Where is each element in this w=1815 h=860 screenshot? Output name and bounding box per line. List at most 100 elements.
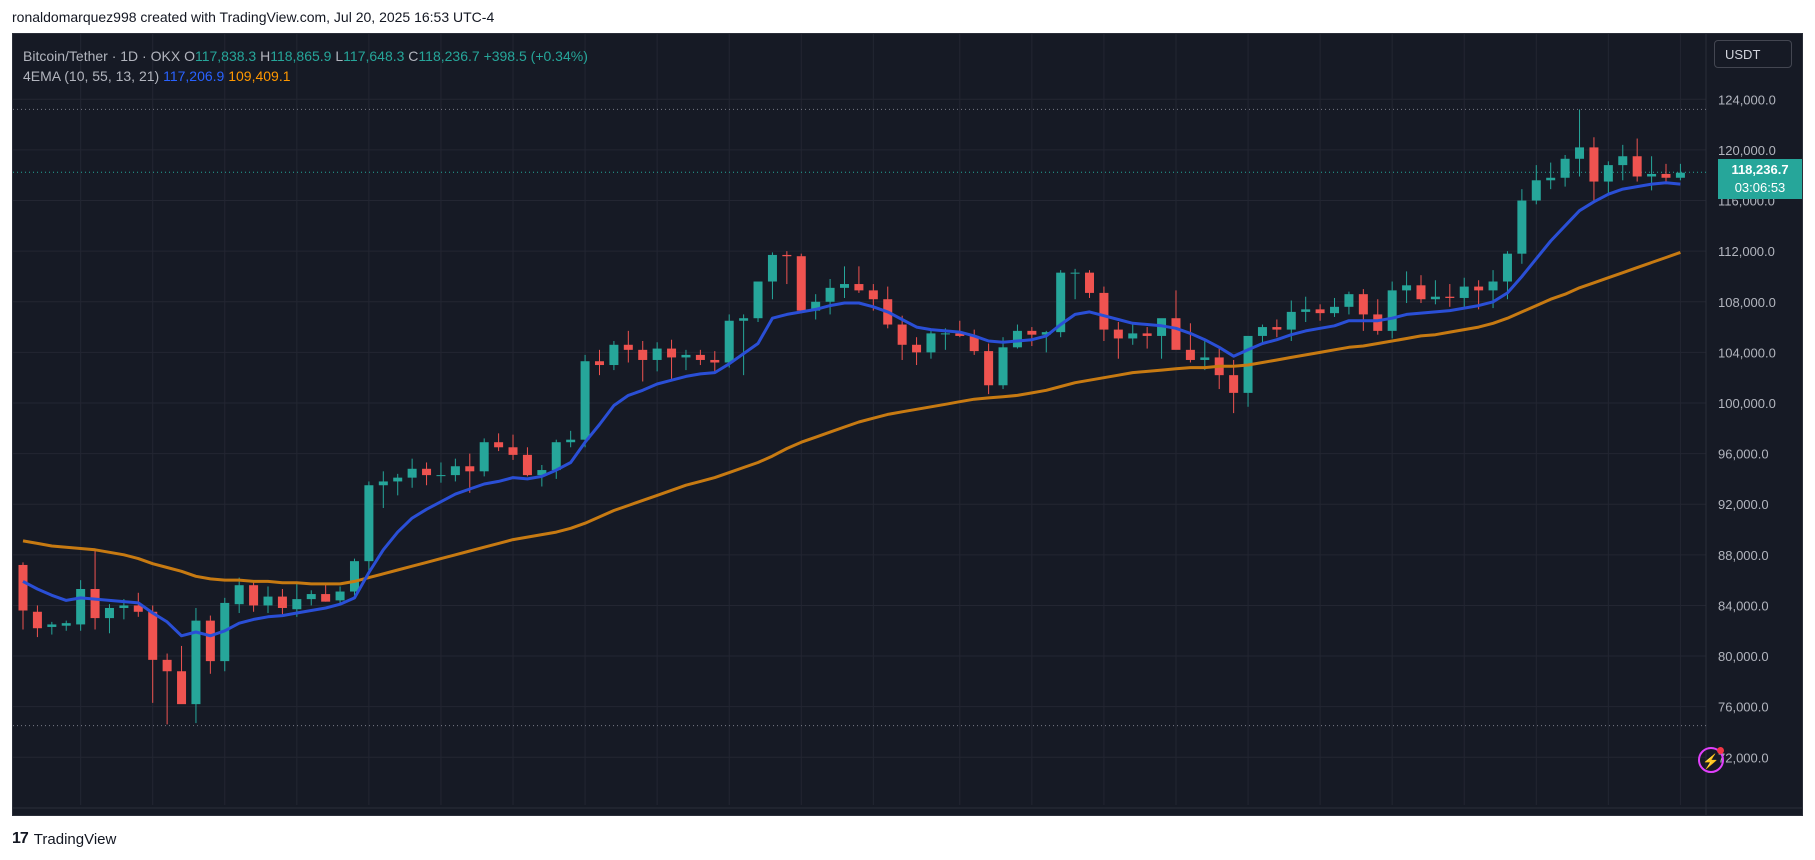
- candle-body: [1085, 272, 1095, 293]
- high-label: H: [260, 48, 271, 64]
- candle-body: [1502, 253, 1512, 282]
- close-value: 118,236.7: [418, 48, 480, 64]
- candle-body: [177, 671, 187, 705]
- candle-body: [1301, 309, 1311, 312]
- candle-body: [450, 466, 460, 476]
- y-tick-label: 72,000.0: [1718, 750, 1769, 765]
- candle-body: [940, 333, 950, 335]
- candle-body: [1488, 281, 1498, 291]
- candle-body: [1445, 296, 1455, 298]
- candle-body: [47, 624, 57, 627]
- ohlc-row: Bitcoin/Tether · 1D · OKX O117,838.3 H11…: [23, 46, 588, 66]
- candle-body: [594, 361, 604, 366]
- attribution-text: ronaldomarquez998 created with TradingVi…: [12, 9, 495, 25]
- candle-body: [76, 588, 86, 625]
- candle-body: [984, 351, 994, 386]
- candle-body: [119, 605, 129, 608]
- candle-body: [465, 466, 475, 472]
- y-tick-label: 76,000.0: [1718, 700, 1769, 715]
- candle-body: [1373, 314, 1383, 331]
- candle-body: [32, 611, 42, 629]
- candle-body: [1229, 375, 1239, 393]
- candle-body: [1589, 147, 1599, 182]
- y-tick-label: 84,000.0: [1718, 598, 1769, 613]
- candle-body: [364, 485, 374, 562]
- candle-body: [1459, 286, 1469, 298]
- indicator-label[interactable]: 4EMA (10, 55, 13, 21): [23, 68, 160, 84]
- candle-body: [18, 564, 28, 611]
- candle-body: [955, 333, 965, 336]
- footer: 17 TradingView: [12, 830, 116, 848]
- candle-body: [191, 620, 201, 705]
- candle-body: [436, 475, 446, 477]
- notification-dot: [1717, 747, 1724, 754]
- candle-body: [897, 324, 907, 345]
- candle-body: [422, 468, 432, 476]
- candle-body: [1041, 332, 1051, 335]
- candle-body: [1142, 333, 1152, 336]
- candle-body: [1402, 285, 1412, 291]
- y-tick-label: 100,000.0: [1718, 396, 1776, 411]
- tradingview-logo-icon: 17: [12, 830, 29, 847]
- symbol-label[interactable]: Bitcoin/Tether · 1D · OKX: [23, 48, 181, 64]
- candle-body: [407, 468, 417, 478]
- candle-body: [104, 607, 114, 619]
- y-tick-label: 108,000.0: [1718, 295, 1776, 310]
- last-price-value: 118,236.7: [1731, 162, 1789, 178]
- chart-panel[interactable]: 124,000.0 120,000.0 116,000.0 112,000.0 108,…: [12, 33, 1803, 816]
- candle-body: [840, 284, 849, 288]
- candle-body: [767, 254, 777, 282]
- y-tick-label: 120,000.0: [1718, 143, 1776, 158]
- range-reference-lines: [13, 108, 1706, 727]
- candle-body: [1546, 177, 1556, 181]
- candle-body: [1185, 349, 1195, 360]
- candle-body: [1070, 272, 1080, 274]
- candle-body: [349, 561, 359, 592]
- candle-body: [1632, 156, 1642, 177]
- candle-body: [1128, 333, 1138, 339]
- ema-fast-value: 117,206.9: [163, 68, 225, 84]
- price-chart[interactable]: 124,000.0120,000.0116,000.0112,000.0108,…: [13, 34, 1803, 816]
- candle-body: [1286, 311, 1296, 330]
- candle-body: [1430, 296, 1440, 300]
- candle-body: [912, 344, 922, 353]
- open-label: O: [184, 48, 195, 64]
- candle-body: [1056, 272, 1066, 333]
- currency-button[interactable]: USDT: [1714, 40, 1792, 68]
- candlestick-series: [18, 109, 1685, 725]
- candle-body: [1012, 330, 1022, 348]
- candle-body: [1531, 180, 1541, 201]
- candle-body: [998, 347, 1008, 386]
- y-tick-label: 80,000.0: [1718, 649, 1769, 664]
- candle-body: [825, 287, 835, 302]
- candle-body: [1387, 290, 1397, 331]
- candle-body: [393, 477, 403, 482]
- y-tick-label: 96,000.0: [1718, 447, 1769, 462]
- high-value: 118,865.9: [270, 48, 332, 64]
- candle-body: [306, 594, 316, 600]
- candle-body: [148, 611, 158, 660]
- price-axis: 124,000.0120,000.0116,000.0112,000.0108,…: [1718, 92, 1776, 765]
- candle-body: [926, 333, 936, 353]
- candle-body: [724, 320, 734, 363]
- y-tick-label: 88,000.0: [1718, 548, 1769, 563]
- candle-body: [811, 301, 821, 311]
- candle-body: [1113, 329, 1123, 339]
- candle-body: [61, 623, 71, 626]
- footer-logo-text: TradingView: [33, 830, 117, 848]
- candle-body: [335, 591, 345, 601]
- ema-slow-value: 109,409.1: [228, 68, 291, 84]
- candle-body: [969, 335, 979, 352]
- candle-body: [638, 349, 648, 360]
- candle-body: [1603, 165, 1613, 182]
- candle-body: [1257, 327, 1267, 336]
- chart-legend: Bitcoin/Tether · 1D · OKX O117,838.3 H11…: [23, 46, 588, 86]
- candle-body: [133, 605, 143, 612]
- alert-bolt-icon[interactable]: ⚡: [1698, 747, 1724, 773]
- candle-body: [162, 659, 172, 672]
- candle-body: [321, 594, 331, 602]
- low-value: 117,648.3: [343, 48, 405, 64]
- candle-body: [1027, 330, 1037, 335]
- candle-body: [782, 254, 792, 257]
- open-value: 117,838.3: [194, 48, 257, 64]
